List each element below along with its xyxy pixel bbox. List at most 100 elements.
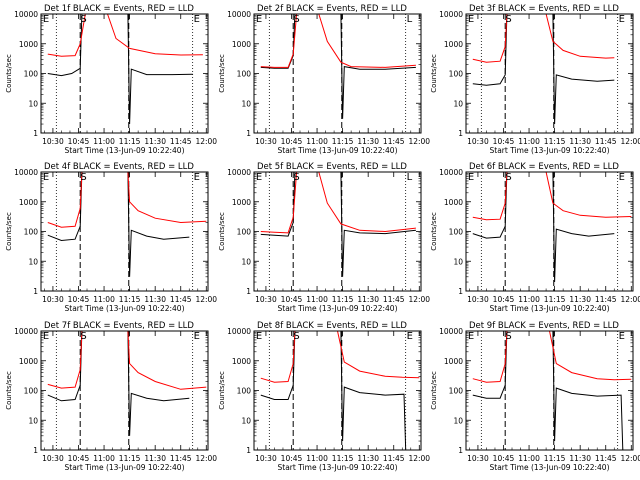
detector-panel-1: Det 1f BLACK = Events, RED = LLD Counts/s… [5, 4, 217, 155]
y-tick-label: 10000 [227, 327, 251, 336]
detector-panel-2: Det 2f BLACK = Events, RED = LLD Counts/s… [218, 4, 430, 155]
detector-panel-7: Det 7f BLACK = Events, RED = LLD Counts/s… [5, 321, 217, 472]
y-tick-label: 10 [453, 99, 463, 108]
x-tick-label: 10:30 [42, 295, 64, 304]
x-tick-label: 11:00 [93, 295, 115, 304]
detector-panel-9: Det 9f BLACK = Events, RED = LLD Counts/s… [430, 321, 640, 472]
x-tick-label: 11:00 [306, 454, 328, 463]
x-tick-label: 11:15 [119, 295, 141, 304]
panel-title: Det 3f BLACK = Events, RED = LLD [469, 4, 619, 14]
y-tick-label: 1000 [444, 357, 463, 366]
y-tick-label: 1 [246, 287, 251, 296]
y-tick-label: 10000 [14, 168, 38, 177]
events-series-line [260, 172, 416, 277]
x-tick-label: 12:00 [195, 295, 217, 304]
panel-title: Det 2f BLACK = Events, RED = LLD [257, 4, 407, 14]
y-tick-label: 10 [28, 257, 38, 266]
y-tick-label: 1000 [444, 40, 463, 49]
x-tick-label: 11:00 [518, 454, 540, 463]
x-axis-label: Start Time (13-Jun-09 10:22:40) [490, 463, 610, 472]
events-series-line [47, 14, 193, 125]
x-tick-label: 10:45 [493, 454, 515, 463]
y-tick-label: 10000 [14, 10, 38, 19]
y-tick-label: 10 [241, 416, 251, 425]
x-axis-label: Start Time (13-Jun-09 10:22:40) [65, 146, 185, 155]
x-tick-label: 12:00 [195, 454, 217, 463]
x-tick-label: 10:45 [493, 137, 515, 146]
x-tick-label: 11:15 [544, 454, 566, 463]
interval-marker-label: E [407, 331, 413, 342]
x-tick-label: 11:15 [119, 454, 141, 463]
x-tick-label: 11:30 [144, 137, 166, 146]
x-tick-label: 10:45 [68, 454, 90, 463]
y-tick-label: 10 [28, 99, 38, 108]
y-tick-label: 100 [237, 70, 252, 79]
x-tick-label: 11:30 [357, 295, 379, 304]
x-tick-label: 11:15 [332, 454, 354, 463]
panel-title: Det 6f BLACK = Events, RED = LLD [469, 162, 619, 172]
x-tick-label: 11:30 [357, 454, 379, 463]
x-tick-label: 11:00 [93, 137, 115, 146]
x-tick-label: 12:00 [195, 137, 217, 146]
x-tick-label: 11:00 [518, 295, 540, 304]
x-axis-label: Start Time (13-Jun-09 10:22:40) [65, 463, 185, 472]
y-tick-label: 100 [24, 387, 39, 396]
interval-marker-label: E [468, 172, 474, 183]
y-tick-label: 10000 [439, 10, 463, 19]
plot-frame [253, 171, 422, 292]
events-series-line [472, 172, 615, 283]
events-series-line [47, 172, 190, 277]
interval-marker-label: L [407, 172, 413, 183]
lld-series-line [47, 14, 203, 57]
x-tick-label: 11:15 [332, 137, 354, 146]
x-tick-label: 10:30 [255, 454, 277, 463]
y-axis-label: Counts/sec [218, 212, 226, 251]
plot-frame [40, 330, 209, 451]
x-tick-label: 11:15 [544, 137, 566, 146]
interval-marker-label: E [43, 14, 49, 25]
events-series-line [472, 331, 624, 450]
y-tick-label: 10 [241, 257, 251, 266]
x-tick-label: 11:45 [170, 137, 192, 146]
x-tick-label: 11:45 [595, 295, 617, 304]
y-tick-label: 10000 [439, 168, 463, 177]
panel-title: Det 4f BLACK = Events, RED = LLD [44, 162, 194, 172]
events-series-line [47, 331, 190, 436]
interval-marker-label: E [468, 331, 474, 342]
x-axis-label: Start Time (13-Jun-09 10:22:40) [278, 304, 398, 313]
interval-marker-label: S [293, 172, 299, 183]
panel-title: Det 5f BLACK = Events, RED = LLD [257, 162, 407, 172]
detector-panel-3: Det 3f BLACK = Events, RED = LLD Counts/s… [430, 4, 640, 155]
y-tick-label: 10 [28, 416, 38, 425]
y-tick-label: 1 [458, 446, 463, 455]
interval-marker-label: S [505, 14, 511, 25]
interval-marker-label: S [80, 172, 86, 183]
interval-marker-label: S [80, 331, 86, 342]
x-tick-label: 11:30 [144, 295, 166, 304]
plot-frame [253, 330, 422, 451]
x-tick-label: 11:00 [518, 137, 540, 146]
plot-frame [465, 330, 634, 451]
x-tick-label: 10:30 [467, 295, 489, 304]
lld-series-line [472, 14, 615, 63]
y-tick-label: 1000 [232, 198, 251, 207]
x-tick-label: 12:00 [408, 137, 430, 146]
plot-frame [465, 13, 634, 134]
x-tick-label: 11:00 [306, 137, 328, 146]
detector-panel-5: Det 5f BLACK = Events, RED = LLD Counts/s… [218, 162, 430, 313]
plot-frame [40, 13, 209, 134]
x-tick-label: 12:00 [408, 454, 430, 463]
panel-title: Det 7f BLACK = Events, RED = LLD [44, 321, 194, 331]
x-tick-label: 12:00 [620, 454, 640, 463]
interval-marker-label: E [468, 14, 474, 25]
x-axis-label: Start Time (13-Jun-09 10:22:40) [278, 463, 398, 472]
y-tick-label: 100 [449, 70, 464, 79]
x-axis-label: Start Time (13-Jun-09 10:22:40) [490, 146, 610, 155]
interval-marker-label: E [43, 172, 49, 183]
detector-panel-4: Det 4f BLACK = Events, RED = LLD Counts/s… [5, 162, 217, 313]
interval-marker-label: S [293, 331, 299, 342]
y-tick-label: 10 [453, 257, 463, 266]
interval-marker-label: E [43, 331, 49, 342]
y-tick-label: 1 [246, 446, 251, 455]
